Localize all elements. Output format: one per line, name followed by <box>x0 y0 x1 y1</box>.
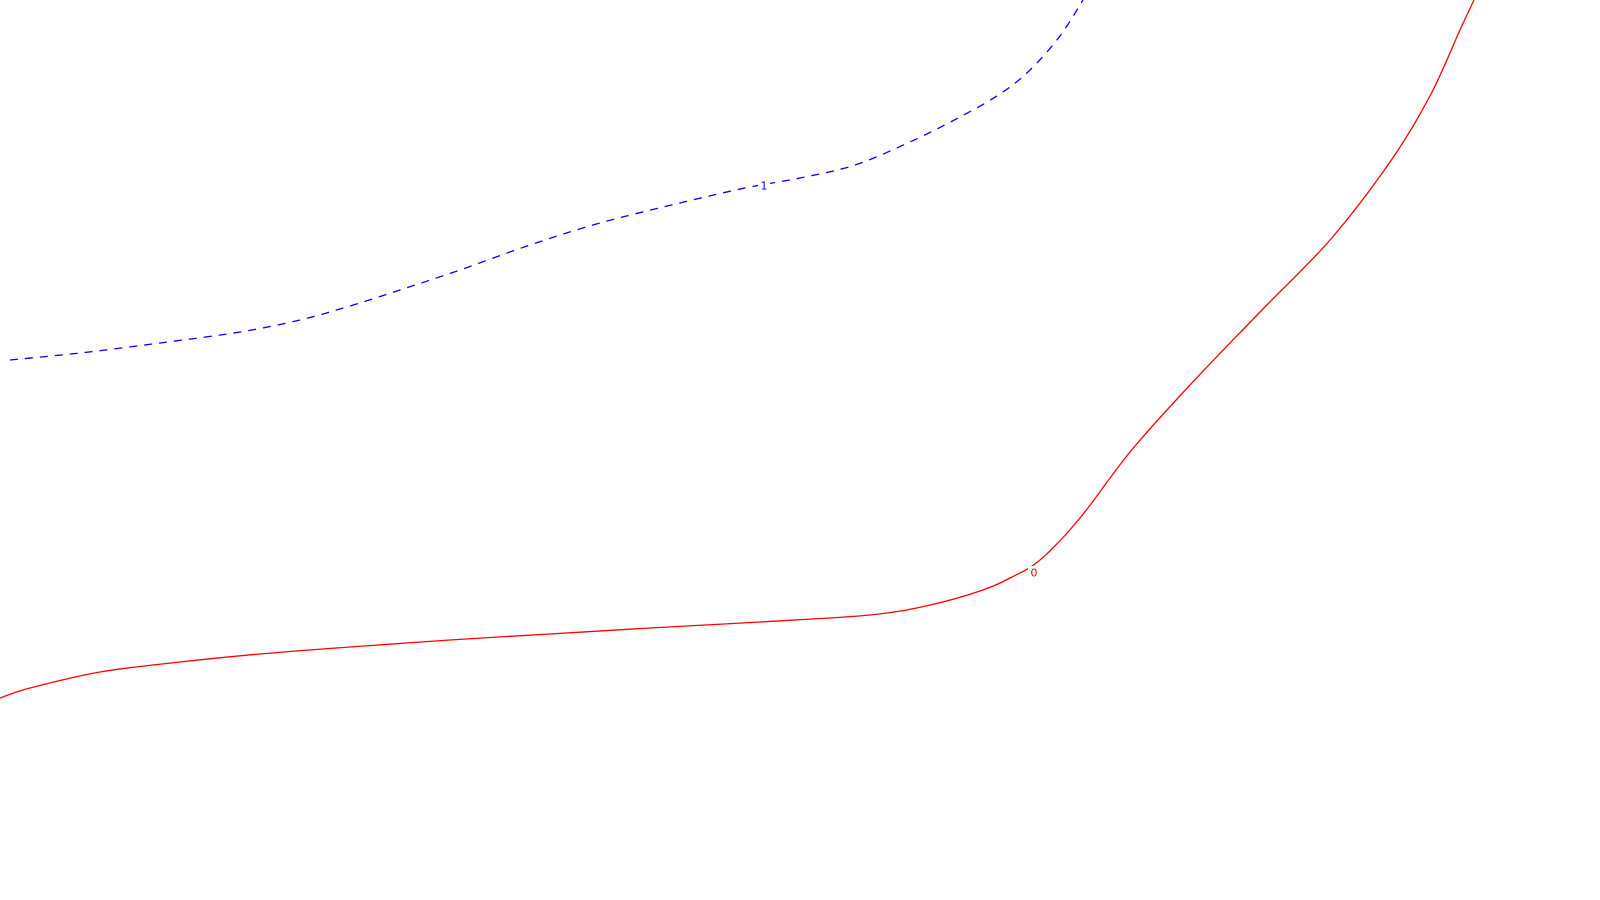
contour-label-level-1: 1 <box>761 180 768 193</box>
contour-line-level-1 <box>9 0 1084 361</box>
contour-label-level-0: 0 <box>1031 567 1038 580</box>
contour-labels: 01 <box>758 179 1040 580</box>
contour-label-background <box>758 179 770 193</box>
contour-label-background <box>1028 566 1040 580</box>
contour-line-level-0 <box>0 0 1475 699</box>
contour-lines <box>0 0 1475 699</box>
